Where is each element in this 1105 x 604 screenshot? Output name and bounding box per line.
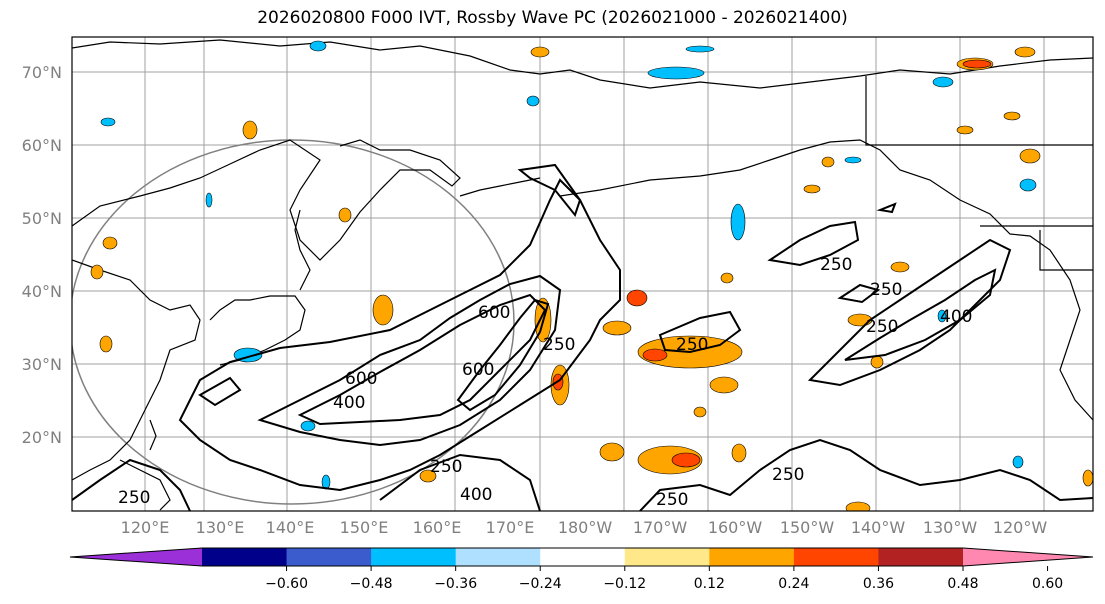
lat-label: 50°N bbox=[22, 209, 62, 228]
colorbar-tick-label: −0.60 bbox=[265, 576, 308, 592]
ivt-contours bbox=[72, 163, 1093, 511]
contour-label: 400 bbox=[460, 485, 492, 505]
lon-label: 150°E bbox=[340, 518, 389, 537]
contour-label: 250 bbox=[656, 490, 688, 510]
domain-circle bbox=[72, 139, 515, 505]
contour-label: 600 bbox=[345, 369, 377, 389]
lon-label: 160°W bbox=[708, 518, 763, 537]
lat-label: 40°N bbox=[22, 282, 62, 301]
contour-label: 250 bbox=[820, 255, 852, 275]
colorbar-segment bbox=[793, 548, 879, 566]
contour-label: 250 bbox=[543, 335, 575, 355]
colorbar-segment bbox=[963, 548, 1093, 566]
coastlines bbox=[72, 39, 1093, 511]
contour-label: 250 bbox=[870, 280, 902, 300]
contour-label: 250 bbox=[430, 457, 462, 477]
lon-label: 140°W bbox=[851, 518, 906, 537]
anomaly-fills bbox=[90, 40, 1093, 511]
contour-label: 600 bbox=[478, 303, 510, 323]
contour-label: 400 bbox=[940, 307, 972, 327]
lon-label: 160°E bbox=[413, 518, 462, 537]
colorbar-tick-label: 0.60 bbox=[1032, 576, 1063, 592]
contour-label: 250 bbox=[772, 465, 804, 485]
contour-labels: 600 400 600 600 250 250 250 250 250 250 … bbox=[118, 255, 972, 510]
colorbar-segment bbox=[709, 548, 795, 566]
map-title: 2026020800 F000 IVT, Rossby Wave PC (202… bbox=[257, 8, 848, 28]
colorbar-segment bbox=[878, 548, 964, 566]
lat-label: 30°N bbox=[22, 355, 62, 374]
colorbar-outline bbox=[69, 547, 1094, 567]
colorbar-segment bbox=[70, 548, 202, 566]
contour-label: 600 bbox=[462, 360, 494, 380]
lat-label: 60°N bbox=[22, 136, 62, 155]
colorbar-segment bbox=[455, 548, 541, 566]
contour-label: 400 bbox=[333, 393, 365, 413]
colorbar-segment bbox=[371, 548, 457, 566]
contour-label: 250 bbox=[118, 488, 150, 508]
contour-label: 250 bbox=[676, 335, 708, 355]
lon-label: 180°W bbox=[558, 518, 613, 537]
contour-label: 250 bbox=[866, 317, 898, 337]
lon-label: 120°W bbox=[993, 518, 1048, 537]
colorbar-segment bbox=[624, 548, 710, 566]
colorbar-tick-label: −0.48 bbox=[350, 576, 393, 592]
lon-label: 150°W bbox=[780, 518, 835, 537]
lon-label: 130°E bbox=[196, 518, 245, 537]
map-frame bbox=[71, 36, 1094, 512]
lat-label: 70°N bbox=[22, 63, 62, 82]
colorbar-tick-label: 0.12 bbox=[694, 576, 725, 592]
colorbar-tick-label: −0.12 bbox=[603, 576, 646, 592]
lon-label: 130°W bbox=[923, 518, 978, 537]
colorbar-segment bbox=[202, 548, 288, 566]
colorbar-tick-label: 0.24 bbox=[778, 576, 809, 592]
colorbar-tick-label: −0.36 bbox=[434, 576, 477, 592]
colorbar: −0.60 −0.48 −0.36 −0.24 −0.12 0.12 0.24 0.36 0.4… bbox=[69, 547, 1094, 592]
lon-label: 170°W bbox=[633, 518, 688, 537]
colorbar-segment bbox=[540, 548, 626, 566]
lon-label: 120°E bbox=[121, 518, 170, 537]
latitude-labels: 70°N 60°N 50°N 40°N 30°N 20°N bbox=[22, 63, 62, 447]
lon-label: 170°E bbox=[486, 518, 535, 537]
colorbar-tick-label: 0.36 bbox=[863, 576, 894, 592]
colorbar-tick-label: 0.48 bbox=[947, 576, 978, 592]
colorbar-segment bbox=[286, 548, 372, 566]
lon-label: 140°E bbox=[266, 518, 315, 537]
colorbar-tick-label: −0.24 bbox=[519, 576, 562, 592]
longitude-labels: 120°E 130°E 140°E 150°E 160°E 170°E 180°… bbox=[121, 518, 1048, 537]
map-area bbox=[72, 37, 1093, 511]
lat-label: 20°N bbox=[22, 428, 62, 447]
